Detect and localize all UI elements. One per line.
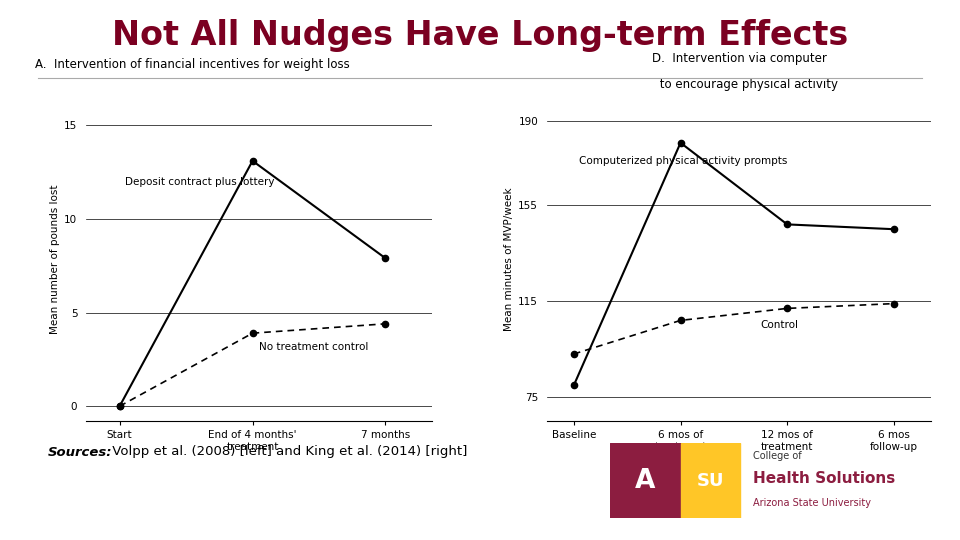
Text: Deposit contract plus lottery: Deposit contract plus lottery <box>125 177 275 187</box>
Text: to encourage physical activity: to encourage physical activity <box>640 78 838 91</box>
Text: Not All Nudges Have Long-term Effects: Not All Nudges Have Long-term Effects <box>112 19 848 52</box>
Text: No treatment control: No treatment control <box>259 342 369 352</box>
Text: Health Solutions: Health Solutions <box>754 471 896 486</box>
Y-axis label: Mean minutes of MVP/week: Mean minutes of MVP/week <box>504 187 515 331</box>
Text: College of: College of <box>754 451 802 461</box>
Text: Control: Control <box>760 320 799 329</box>
Text: D.  Intervention via computer: D. Intervention via computer <box>652 52 827 65</box>
Bar <box>610 443 682 518</box>
Text: A.  Intervention of financial incentives for weight loss: A. Intervention of financial incentives … <box>35 58 349 71</box>
Text: A: A <box>636 468 656 494</box>
Text: Sources:: Sources: <box>48 446 112 458</box>
Text: Volpp et al. (2008) [left] and King et al. (2014) [right]: Volpp et al. (2008) [left] and King et a… <box>108 446 467 458</box>
Text: Computerized physical activity prompts: Computerized physical activity prompts <box>579 157 787 166</box>
Y-axis label: Mean number of pounds lost: Mean number of pounds lost <box>50 185 60 334</box>
Text: Arizona State University: Arizona State University <box>754 498 872 508</box>
Text: SU: SU <box>697 471 725 490</box>
Bar <box>682 443 740 518</box>
